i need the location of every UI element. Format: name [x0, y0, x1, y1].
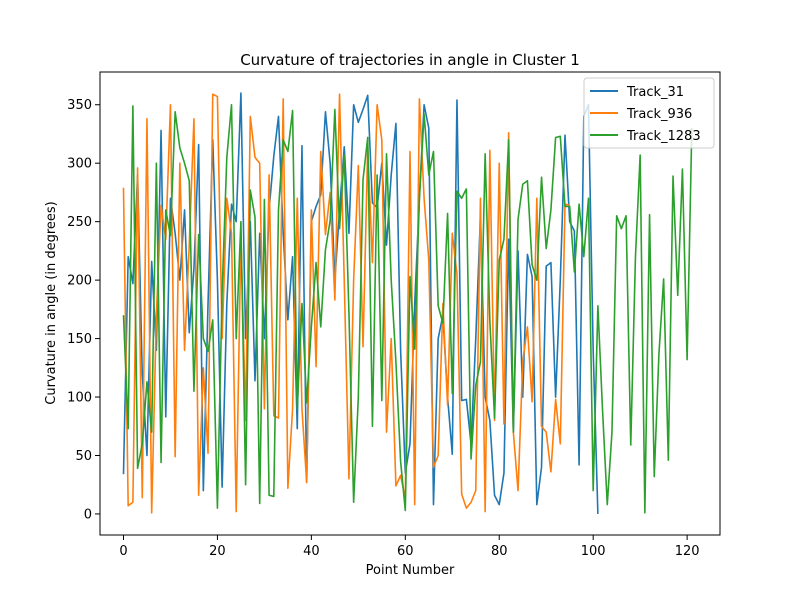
x-axis-label: Point Number	[366, 563, 455, 578]
legend: Track_31 Track_936 Track_1283	[583, 77, 715, 149]
legend-label-track-1283: Track_1283	[626, 129, 701, 144]
x-tick-label: 40	[303, 544, 320, 559]
y-tick-label: 200	[67, 274, 92, 289]
x-tick-label: 120	[675, 544, 700, 559]
x-tick-label: 80	[491, 544, 508, 559]
legend-label-track-31: Track_31	[626, 85, 684, 100]
plot-frame	[99, 71, 721, 536]
x-tick-label: 0	[119, 544, 127, 559]
series-line-track-31	[122, 92, 599, 514]
x-tick-label: 60	[397, 544, 414, 559]
x-tick-label: 20	[209, 544, 226, 559]
x-axis: 0 20 40 60 80 100 120	[119, 535, 700, 559]
y-tick-label: 150	[67, 332, 92, 347]
y-tick-label: 350	[67, 98, 92, 113]
legend-label-track-936: Track_936	[626, 107, 692, 122]
y-tick-label: 250	[67, 215, 92, 230]
series-line-track-1283	[122, 103, 693, 514]
y-axis: 0 50 100 150 200 250 300 350	[67, 98, 100, 522]
chart-title: Curvature of trajectories in angle in Cl…	[240, 51, 580, 69]
y-tick-label: 0	[84, 507, 92, 522]
y-tick-label: 50	[75, 449, 92, 464]
y-axis-label: Curvature in angle (in degrees)	[44, 201, 59, 405]
y-tick-label: 100	[67, 391, 92, 406]
series-layer	[122, 92, 693, 514]
y-tick-label: 300	[67, 157, 92, 172]
legend-box	[583, 77, 715, 149]
x-tick-label: 100	[581, 544, 606, 559]
